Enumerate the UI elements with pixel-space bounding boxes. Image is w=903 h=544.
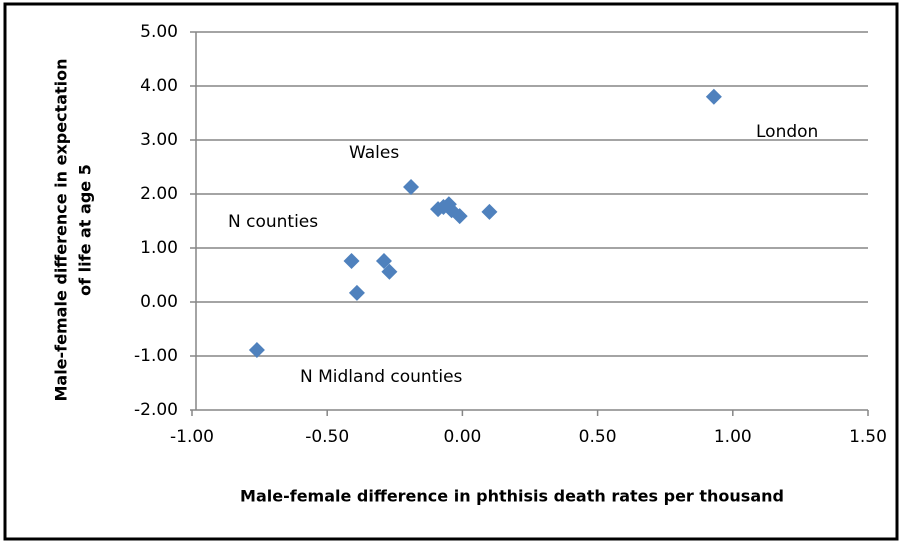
point [403, 178, 420, 195]
point [381, 263, 398, 280]
x-tick-label: 1.50 [849, 427, 887, 447]
point [451, 208, 468, 225]
x-tick-label: 0.50 [579, 427, 617, 447]
x-tick-label: 0.00 [443, 427, 481, 447]
x-tick-label: -1.00 [170, 427, 214, 447]
point [343, 252, 360, 269]
x-tick-label: 1.00 [714, 427, 752, 447]
y-tick-label: 4.00 [140, 76, 178, 96]
annotation: N counties [228, 212, 318, 232]
y-tick-label: 1.00 [140, 238, 178, 258]
annotation: Wales [349, 143, 399, 163]
annotation: N Midland counties [300, 367, 463, 387]
point [705, 88, 722, 105]
y-tick-label: 2.00 [140, 184, 178, 204]
x-tick-label: -0.50 [305, 427, 349, 447]
y-axis-label: of life at age 5 [76, 164, 95, 296]
x-axis-label: Male-female difference in phthisis death… [240, 487, 784, 506]
point [481, 203, 498, 220]
y-axis-label: Male-female difference in expectation [52, 58, 71, 401]
y-tick-label: 0.00 [140, 292, 178, 312]
point [248, 342, 265, 359]
y-tick-label: -2.00 [134, 400, 178, 420]
y-tick-label: 3.00 [140, 130, 178, 150]
y-tick-label: -1.00 [134, 346, 178, 366]
point [375, 252, 392, 269]
annotation: London [756, 122, 818, 142]
y-tick-label: 5.00 [140, 22, 178, 42]
frame [3, 2, 899, 541]
point [348, 284, 365, 301]
